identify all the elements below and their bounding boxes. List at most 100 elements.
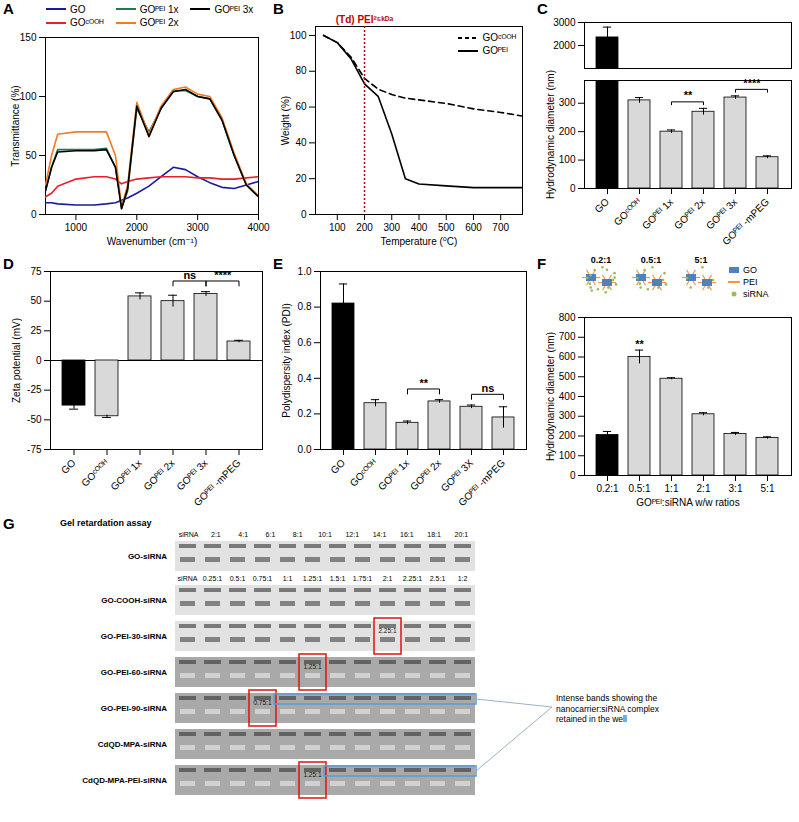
svg-text:-75: -75 bbox=[27, 444, 42, 455]
svg-text:0.0: 0.0 bbox=[298, 444, 312, 455]
svg-text:CdQD-MPA-PEI-siRNA: CdQD-MPA-PEI-siRNA bbox=[82, 776, 167, 785]
svg-text:0.75:1: 0.75:1 bbox=[253, 575, 273, 582]
svg-text:200: 200 bbox=[356, 222, 373, 233]
svg-text:4000: 4000 bbox=[247, 222, 270, 233]
svg-text:GOᴾᴱᴵ 1x: GOᴾᴱᴵ 1x bbox=[376, 457, 411, 492]
svg-text:0.2:1: 0.2:1 bbox=[596, 483, 619, 494]
svg-text:25: 25 bbox=[30, 325, 42, 336]
svg-text:1.75:1: 1.75:1 bbox=[353, 575, 373, 582]
svg-text:ns: ns bbox=[481, 382, 494, 394]
svg-text:1.25:1: 1.25:1 bbox=[303, 771, 321, 778]
svg-text:GOᴾᴱᴵ -mPEG: GOᴾᴱᴵ -mPEG bbox=[192, 457, 243, 508]
svg-text:ns: ns bbox=[183, 269, 196, 281]
svg-text:400: 400 bbox=[559, 391, 576, 402]
svg-text:2:1: 2:1 bbox=[211, 531, 221, 538]
svg-text:**: ** bbox=[635, 338, 644, 350]
svg-text:1:1: 1:1 bbox=[665, 483, 679, 494]
svg-text:0.5:1: 0.5:1 bbox=[230, 575, 246, 582]
svg-text:GOᴾᴱᴵ -mPEG: GOᴾᴱᴵ -mPEG bbox=[720, 196, 771, 247]
svg-text:1:2: 1:2 bbox=[458, 575, 468, 582]
svg-text:GOᴾᴱᴵ 1x: GOᴾᴱᴵ 1x bbox=[108, 457, 143, 492]
svg-text:1.0: 1.0 bbox=[298, 266, 312, 277]
svg-text:0.4: 0.4 bbox=[298, 373, 312, 384]
svg-text:20:1: 20:1 bbox=[455, 531, 469, 538]
svg-text:1.5:1: 1.5:1 bbox=[330, 575, 346, 582]
svg-text:500: 500 bbox=[559, 371, 576, 382]
svg-text:0: 0 bbox=[36, 355, 42, 366]
svg-text:12:1: 12:1 bbox=[345, 531, 359, 538]
svg-text:GO: GO bbox=[328, 457, 347, 476]
svg-text:2:1: 2:1 bbox=[697, 483, 711, 494]
svg-text:Polydispersity index (PDI): Polydispersity index (PDI) bbox=[281, 303, 292, 417]
svg-text:2:1: 2:1 bbox=[383, 575, 393, 582]
svg-text:4:1: 4:1 bbox=[238, 531, 248, 538]
svg-text:Zeta potential (mV): Zeta potential (mV) bbox=[11, 318, 22, 403]
svg-text:**: ** bbox=[684, 89, 693, 101]
svg-text:300: 300 bbox=[383, 222, 400, 233]
svg-text:40: 40 bbox=[295, 137, 307, 148]
svg-text:0.8: 0.8 bbox=[298, 301, 312, 312]
svg-text:0.6: 0.6 bbox=[298, 337, 312, 348]
svg-text:6:1: 6:1 bbox=[266, 531, 276, 538]
svg-text:700: 700 bbox=[559, 331, 576, 342]
svg-text:GOᴾᴱᴵ 2x: GOᴾᴱᴵ 2x bbox=[408, 457, 443, 492]
svg-text:200: 200 bbox=[559, 126, 576, 137]
svg-text:150: 150 bbox=[20, 32, 37, 43]
svg-text:50: 50 bbox=[30, 295, 42, 306]
svg-text:1.25:1: 1.25:1 bbox=[303, 575, 323, 582]
svg-text:300: 300 bbox=[559, 97, 576, 108]
svg-text:GOᶜᴼᴼᴴ: GOᶜᴼᴼᴴ bbox=[612, 196, 644, 228]
svg-text:Transmittance (%): Transmittance (%) bbox=[10, 85, 21, 166]
svg-text:75: 75 bbox=[30, 266, 42, 277]
svg-text:2.5:1: 2.5:1 bbox=[430, 575, 446, 582]
svg-text:3:1: 3:1 bbox=[729, 483, 743, 494]
svg-text:50: 50 bbox=[25, 150, 37, 161]
svg-text:GO-PEI-90-siRNA: GO-PEI-90-siRNA bbox=[101, 704, 167, 713]
svg-text:0: 0 bbox=[301, 209, 307, 220]
svg-text:GO-COOH-siRNA: GO-COOH-siRNA bbox=[101, 596, 167, 605]
svg-text:3000: 3000 bbox=[553, 17, 576, 28]
svg-text:500: 500 bbox=[438, 222, 455, 233]
svg-text:0: 0 bbox=[570, 470, 576, 481]
svg-text:0.2: 0.2 bbox=[298, 408, 312, 419]
svg-text:800: 800 bbox=[559, 312, 576, 323]
svg-text:2000: 2000 bbox=[553, 40, 576, 51]
svg-text:CdQD-MPA-siRNA: CdQD-MPA-siRNA bbox=[98, 740, 167, 749]
svg-text:-50: -50 bbox=[27, 414, 42, 425]
svg-text:GO-siRNA: GO-siRNA bbox=[128, 552, 167, 561]
svg-text:GO: GO bbox=[59, 457, 78, 476]
svg-text:GOᴾᴱᴵ 2x: GOᴾᴱᴵ 2x bbox=[141, 457, 176, 492]
svg-text:GOᴾᴱᴵ 1x: GOᴾᴱᴵ 1x bbox=[640, 196, 675, 231]
svg-text:GOᶜᴼᴼᴴ: GOᶜᴼᴼᴴ bbox=[348, 457, 380, 489]
svg-text:1.25:1: 1.25:1 bbox=[303, 663, 321, 670]
svg-text:80: 80 bbox=[295, 65, 307, 76]
svg-text:60: 60 bbox=[295, 101, 307, 112]
svg-text:200: 200 bbox=[559, 430, 576, 441]
svg-text:GO-PEI-60-siRNA: GO-PEI-60-siRNA bbox=[101, 668, 167, 677]
svg-text:1000: 1000 bbox=[65, 222, 88, 233]
svg-text:GOᴾᴱᴵ 2x: GOᴾᴱᴵ 2x bbox=[672, 196, 707, 231]
svg-text:14:1: 14:1 bbox=[373, 531, 387, 538]
svg-text:300: 300 bbox=[559, 410, 576, 421]
svg-text:Temperature (⁰C): Temperature (⁰C) bbox=[381, 236, 458, 247]
svg-text:100: 100 bbox=[20, 91, 37, 102]
svg-text:Hydrodynamic diameter (nm): Hydrodynamic diameter (nm) bbox=[545, 332, 556, 461]
svg-text:16:1: 16:1 bbox=[400, 531, 414, 538]
svg-text:0.5:1: 0.5:1 bbox=[628, 483, 651, 494]
svg-text:0.75:1: 0.75:1 bbox=[253, 699, 271, 706]
svg-text:****: **** bbox=[743, 77, 761, 89]
svg-text:100: 100 bbox=[290, 30, 307, 41]
svg-text:-25: -25 bbox=[27, 384, 42, 395]
svg-text:100: 100 bbox=[329, 222, 346, 233]
svg-text:GOᶜᴼᴼᴴ: GOᶜᴼᴼᴴ bbox=[79, 457, 111, 489]
svg-text:2000: 2000 bbox=[126, 222, 149, 233]
svg-text:600: 600 bbox=[465, 222, 482, 233]
svg-text:20: 20 bbox=[295, 173, 307, 184]
svg-text:****: **** bbox=[214, 269, 232, 281]
svg-text:8:1: 8:1 bbox=[293, 531, 303, 538]
svg-text:3000: 3000 bbox=[187, 222, 210, 233]
svg-text:5:1: 5:1 bbox=[761, 483, 775, 494]
svg-text:(Td) PEI²⁵ᵏᴰᵃ: (Td) PEI²⁵ᵏᴰᵃ bbox=[336, 14, 394, 25]
svg-text:100: 100 bbox=[559, 154, 576, 165]
svg-text:2.25:1: 2.25:1 bbox=[403, 575, 423, 582]
